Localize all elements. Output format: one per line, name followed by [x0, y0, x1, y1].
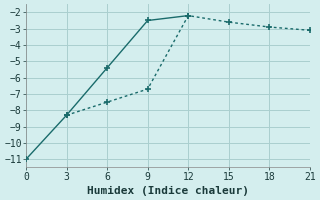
X-axis label: Humidex (Indice chaleur): Humidex (Indice chaleur): [87, 186, 249, 196]
